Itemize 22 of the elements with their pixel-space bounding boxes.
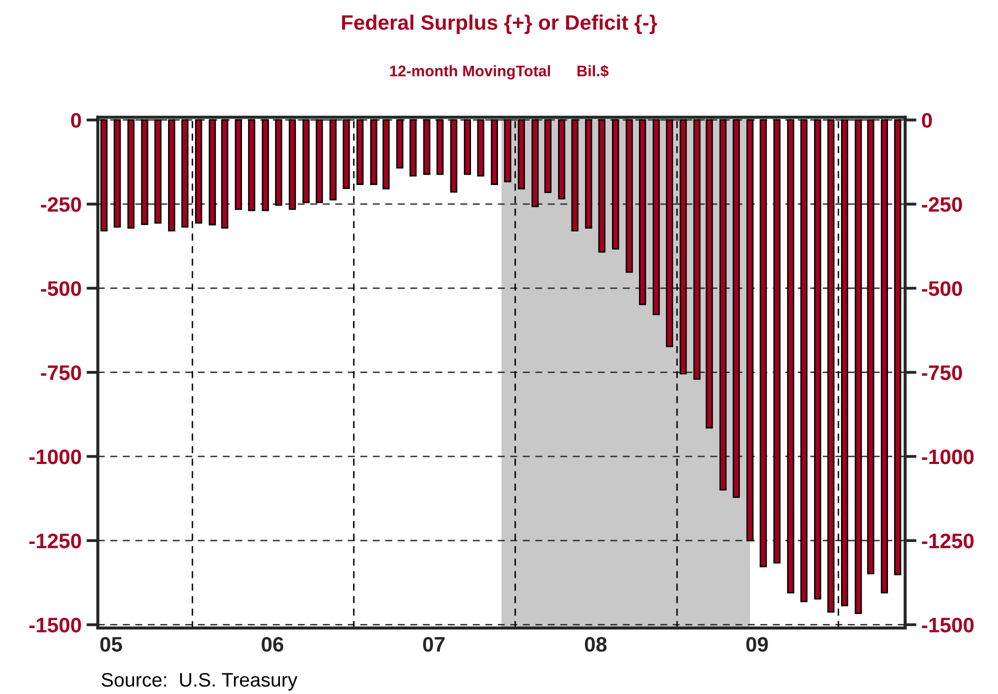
x-tick-label: 06: [262, 636, 284, 652]
y2-tick-label: -1500: [922, 618, 974, 632]
x-tick-label: 07: [423, 636, 445, 652]
y2-tick-label: -1000: [922, 449, 974, 464]
x-tick-label: 05: [100, 636, 122, 652]
y2-tick-label: -750: [922, 365, 962, 380]
y2-tick-label: -250: [922, 197, 962, 212]
chart-title: Federal Surplus {+} or Deficit {-}: [342, 14, 658, 34]
x-tick-label: 09: [746, 636, 768, 652]
y-tick-label: -1500: [29, 618, 81, 632]
y-tick-label: -250: [40, 197, 81, 212]
y2-tick-label: 0: [922, 112, 932, 128]
y-tick-label: -750: [40, 365, 81, 380]
y-tick-label: -500: [40, 281, 81, 296]
x-tick-label: 08: [584, 636, 607, 652]
source-note: Source: U.S. Treasury: [102, 672, 298, 691]
y-tick-label: 0: [71, 112, 81, 128]
y-tick-label: -1000: [29, 449, 81, 464]
y2-tick-label: -500: [922, 281, 962, 296]
y2-tick-label: -1250: [922, 534, 974, 548]
chart-subtitle: 12-month MovingTotal Bil.$: [390, 64, 609, 80]
y-tick-label: -1250: [29, 534, 81, 548]
